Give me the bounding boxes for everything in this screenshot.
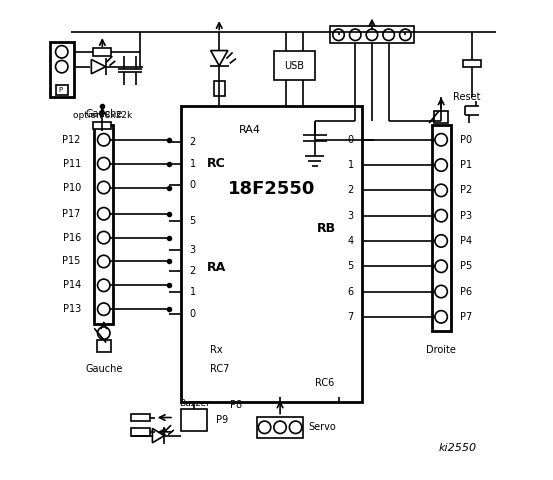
- Text: Rx: Rx: [210, 345, 222, 355]
- Text: 2: 2: [190, 137, 196, 147]
- Text: Gauche: Gauche: [85, 109, 122, 119]
- Circle shape: [383, 29, 394, 40]
- Text: P15: P15: [62, 256, 81, 266]
- Circle shape: [435, 159, 447, 171]
- Circle shape: [55, 60, 68, 73]
- Circle shape: [97, 181, 110, 194]
- Text: 1: 1: [190, 159, 196, 168]
- Bar: [257, 417, 302, 438]
- Text: Gauche: Gauche: [85, 364, 122, 374]
- Bar: [463, 60, 481, 67]
- Text: Reset: Reset: [453, 92, 481, 102]
- Bar: [55, 85, 68, 95]
- Text: Buzzer: Buzzer: [179, 399, 210, 408]
- Bar: [50, 42, 74, 97]
- Polygon shape: [211, 50, 228, 66]
- Circle shape: [435, 184, 447, 197]
- Polygon shape: [91, 60, 106, 74]
- Circle shape: [97, 327, 110, 339]
- Text: 6: 6: [348, 287, 354, 297]
- Text: 4: 4: [348, 236, 354, 246]
- Text: P9: P9: [216, 415, 228, 425]
- Text: P17: P17: [62, 209, 81, 219]
- Bar: [181, 409, 207, 431]
- Text: P14: P14: [62, 280, 81, 290]
- Text: P6: P6: [460, 287, 472, 297]
- Text: P10: P10: [62, 182, 81, 192]
- Text: RA: RA: [207, 261, 227, 274]
- Circle shape: [97, 157, 110, 170]
- Circle shape: [435, 285, 447, 298]
- Bar: [431, 125, 451, 331]
- Circle shape: [97, 133, 110, 146]
- Text: ki2550: ki2550: [439, 443, 477, 453]
- Text: P3: P3: [460, 211, 472, 221]
- Text: P1: P1: [460, 160, 472, 170]
- Circle shape: [97, 255, 110, 268]
- Text: 2: 2: [347, 185, 354, 195]
- Text: P: P: [59, 87, 63, 93]
- Text: P4: P4: [460, 236, 472, 246]
- Circle shape: [55, 46, 68, 58]
- Circle shape: [97, 207, 110, 220]
- Text: RC6: RC6: [315, 378, 334, 388]
- Text: P13: P13: [62, 304, 81, 314]
- Bar: [434, 111, 448, 123]
- Text: 0: 0: [190, 180, 196, 190]
- Bar: [93, 48, 111, 56]
- Text: P11: P11: [62, 159, 81, 168]
- Text: Servo: Servo: [309, 422, 336, 432]
- Bar: [94, 125, 113, 324]
- Circle shape: [435, 311, 447, 323]
- Text: P7: P7: [460, 312, 472, 322]
- Circle shape: [97, 303, 110, 315]
- Circle shape: [258, 421, 271, 433]
- Circle shape: [97, 279, 110, 291]
- Text: 5: 5: [347, 261, 354, 271]
- Polygon shape: [153, 429, 164, 443]
- Text: 5: 5: [190, 216, 196, 226]
- Text: 2: 2: [190, 266, 196, 276]
- Circle shape: [333, 29, 345, 40]
- Circle shape: [435, 235, 447, 247]
- Bar: [213, 81, 225, 96]
- Circle shape: [349, 29, 361, 40]
- Text: option 8x22k: option 8x22k: [72, 111, 132, 120]
- Circle shape: [435, 133, 447, 146]
- Text: RB: RB: [317, 222, 336, 235]
- Bar: [274, 51, 315, 80]
- Text: Droite: Droite: [426, 345, 456, 355]
- Text: 3: 3: [190, 244, 196, 254]
- Text: 0: 0: [190, 309, 196, 319]
- Text: P8: P8: [230, 400, 242, 409]
- Text: 0: 0: [348, 135, 354, 145]
- Bar: [181, 107, 362, 402]
- Circle shape: [366, 29, 378, 40]
- Bar: [330, 26, 414, 43]
- Circle shape: [289, 421, 302, 433]
- Text: P5: P5: [460, 261, 472, 271]
- Text: RC: RC: [207, 157, 226, 170]
- Circle shape: [435, 260, 447, 273]
- Text: RA4: RA4: [239, 125, 261, 135]
- Bar: [132, 428, 149, 436]
- Text: P12: P12: [62, 135, 81, 145]
- Text: 1: 1: [348, 160, 354, 170]
- Circle shape: [400, 29, 411, 40]
- Text: P0: P0: [460, 135, 472, 145]
- Text: USB: USB: [284, 61, 304, 71]
- Text: P16: P16: [62, 233, 81, 242]
- Text: P2: P2: [460, 185, 472, 195]
- Circle shape: [97, 231, 110, 244]
- Text: 3: 3: [348, 211, 354, 221]
- Circle shape: [274, 421, 286, 433]
- Text: 18F2550: 18F2550: [228, 180, 315, 198]
- Text: 1: 1: [190, 288, 196, 298]
- Bar: [97, 340, 111, 352]
- Bar: [93, 121, 111, 129]
- Circle shape: [435, 209, 447, 222]
- Text: 7: 7: [347, 312, 354, 322]
- Text: RC7: RC7: [210, 364, 229, 374]
- Bar: [132, 414, 149, 421]
